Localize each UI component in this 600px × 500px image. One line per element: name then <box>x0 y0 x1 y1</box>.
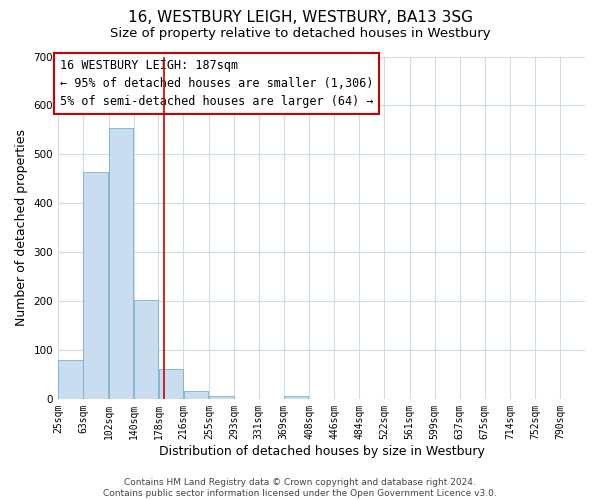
Text: Size of property relative to detached houses in Westbury: Size of property relative to detached ho… <box>110 28 490 40</box>
Bar <box>209 396 233 399</box>
Text: Contains HM Land Registry data © Crown copyright and database right 2024.
Contai: Contains HM Land Registry data © Crown c… <box>103 478 497 498</box>
Bar <box>184 390 208 399</box>
Text: 16, WESTBURY LEIGH, WESTBURY, BA13 3SG: 16, WESTBURY LEIGH, WESTBURY, BA13 3SG <box>128 10 473 25</box>
Bar <box>159 370 183 399</box>
Text: 16 WESTBURY LEIGH: 187sqm
← 95% of detached houses are smaller (1,306)
5% of sem: 16 WESTBURY LEIGH: 187sqm ← 95% of detac… <box>60 59 374 108</box>
Bar <box>134 300 158 399</box>
Bar <box>83 172 107 399</box>
Y-axis label: Number of detached properties: Number of detached properties <box>15 129 28 326</box>
Bar <box>284 396 308 399</box>
X-axis label: Distribution of detached houses by size in Westbury: Distribution of detached houses by size … <box>158 444 484 458</box>
Bar <box>58 360 83 399</box>
Bar <box>109 128 133 399</box>
